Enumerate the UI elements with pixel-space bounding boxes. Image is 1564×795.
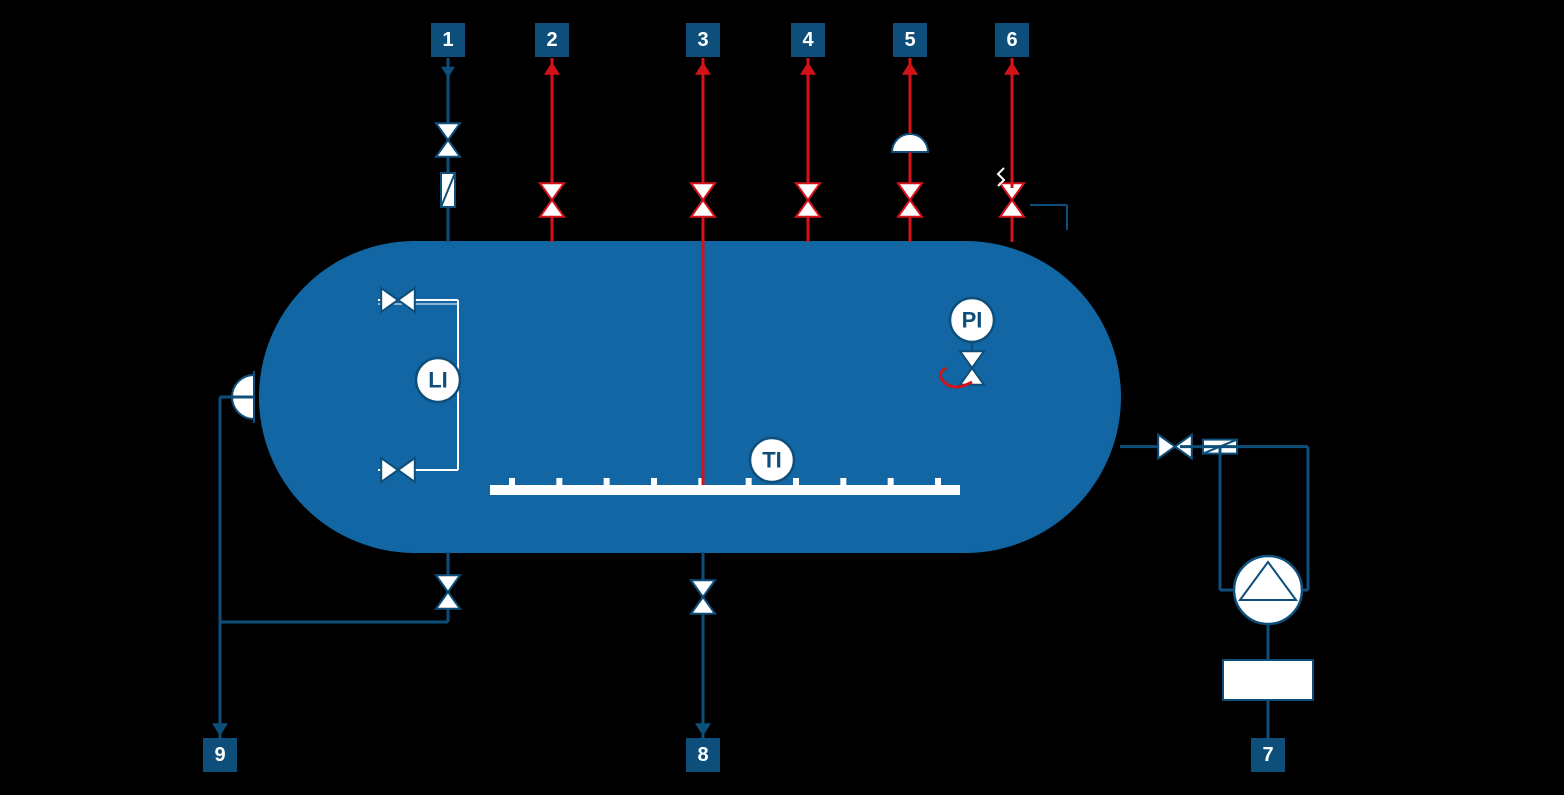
- vessel: [260, 242, 1120, 552]
- label-text-2: 2: [546, 29, 557, 51]
- label-text-1: 1: [442, 29, 453, 51]
- label-text-3: 3: [697, 29, 708, 51]
- label-text-9: 9: [214, 744, 225, 766]
- label-text-4: 4: [802, 29, 814, 51]
- instrument-ti-label: TI: [762, 448, 782, 473]
- pump-icon: [1234, 556, 1302, 624]
- sparger: [490, 485, 960, 495]
- pump-base: [1223, 660, 1313, 700]
- label-text-7: 7: [1262, 744, 1273, 766]
- instrument-li-label: LI: [428, 368, 448, 393]
- label-text-8: 8: [697, 744, 708, 766]
- pid-diagram: LI TI PI 1 2 3 4 5 6 7 8 9: [0, 0, 1564, 795]
- label-text-6: 6: [1006, 29, 1017, 51]
- label-text-5: 5: [904, 29, 915, 51]
- instrument-pi-label: PI: [962, 308, 983, 333]
